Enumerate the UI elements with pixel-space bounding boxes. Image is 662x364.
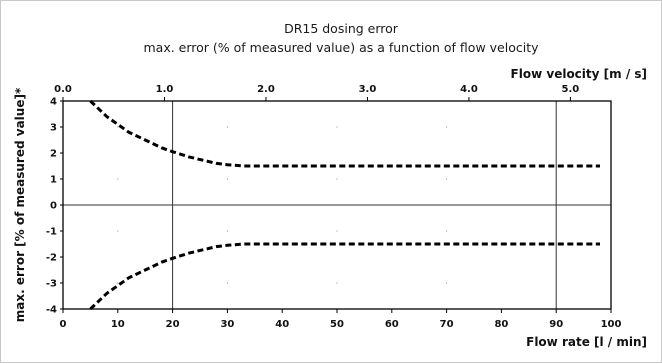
grid-dot: [446, 230, 447, 231]
x2-tick-label: 2.0: [257, 84, 275, 95]
grid-lines: [63, 101, 611, 309]
x-tick-label: 80: [494, 319, 508, 330]
x2-tick-label: 4.0: [460, 84, 478, 95]
x-tick-label: 60: [385, 319, 399, 330]
x-tick-label: 50: [330, 319, 344, 330]
x-tick-label: 70: [440, 319, 454, 330]
x-tick-label: 30: [220, 319, 234, 330]
x-tick-label: 100: [601, 319, 622, 330]
y-tick-label: -2: [46, 253, 57, 264]
x2-axis-ticks: 0.0 1.0 2.0 3.0 4.0 5.0: [54, 84, 579, 101]
series-line-2: [90, 244, 600, 309]
grid-dot: [446, 282, 447, 283]
y-tick-label: -4: [46, 305, 57, 316]
grid-dot: [227, 230, 228, 231]
y-tick-label: 1: [50, 175, 57, 186]
grid-dot: [117, 126, 118, 127]
x-axis-label: Flow rate [l / min]: [526, 335, 647, 349]
grid-dot: [117, 282, 118, 283]
series-line-1: [90, 101, 600, 166]
y-axis-ticks: 4 3 2 1 0 -1 -2 -3 -4: [46, 97, 63, 316]
grid-dot: [446, 126, 447, 127]
y-tick-label: 4: [50, 97, 57, 108]
x2-tick-label: 1.0: [156, 84, 174, 95]
y-tick-label: -3: [46, 279, 57, 290]
grid-dot: [336, 126, 337, 127]
grid-dot: [446, 178, 447, 179]
y-tick-label: 0: [50, 201, 57, 212]
x2-tick-label: 5.0: [562, 84, 580, 95]
x2-tick-label: 0.0: [54, 84, 72, 95]
y-axis-label: max. error [% of measured value]*: [13, 87, 27, 322]
grid-dot: [336, 282, 337, 283]
grid-dot: [336, 178, 337, 179]
chart-title: DR15 dosing error: [284, 21, 399, 36]
grid-dot: [227, 178, 228, 179]
grid-dot: [336, 230, 337, 231]
grid-dot: [117, 230, 118, 231]
x-tick-label: 10: [111, 319, 125, 330]
grid-dot: [117, 178, 118, 179]
grid-dot: [227, 282, 228, 283]
x-tick-label: 20: [166, 319, 180, 330]
x2-axis-label: Flow velocity [m / s]: [511, 67, 647, 81]
x-axis-ticks: 0 10 20 30 40 50 60 70 80 90 100: [60, 309, 622, 330]
x-tick-label: 0: [60, 319, 67, 330]
y-tick-label: 3: [50, 123, 57, 134]
x-tick-label: 90: [549, 319, 563, 330]
chart-subtitle: max. error (% of measured value) as a fu…: [144, 40, 540, 55]
x-tick-label: 40: [275, 319, 289, 330]
x2-tick-label: 3.0: [359, 84, 377, 95]
y-tick-label: 2: [50, 149, 57, 160]
grid-dot: [227, 126, 228, 127]
y-tick-label: -1: [46, 227, 57, 238]
